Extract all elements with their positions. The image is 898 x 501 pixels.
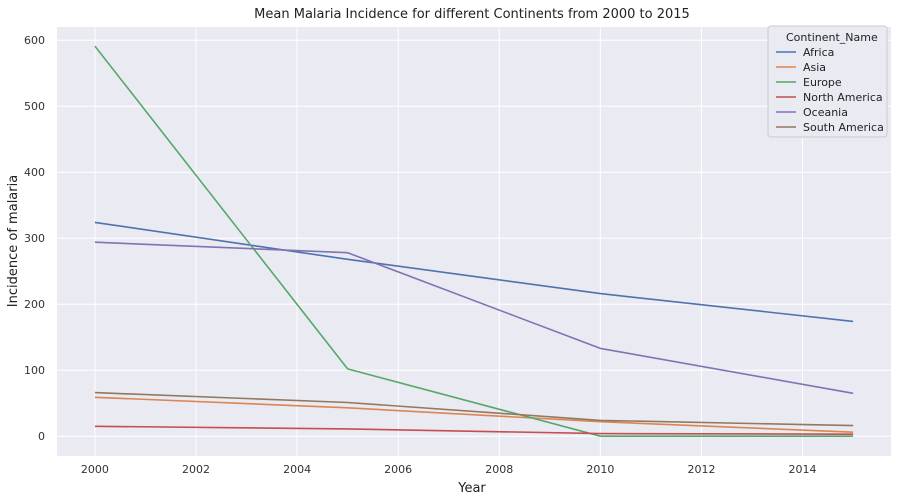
legend-entry: Europe [803,76,842,89]
y-tick-label: 400 [24,166,45,179]
tick-labels: 2000 2002 2004 2006 2008 2010 2012 2014 0 100 200 3… [24,34,817,476]
series-line-south-america [94,391,854,427]
x-tick-label: 2008 [485,463,513,476]
x-tick-label: 2002 [182,463,210,476]
y-axis-label: Incidence of malaria [6,175,21,307]
legend-entry: Africa [803,46,834,59]
series-lines [94,45,854,438]
legend-entry: North America [803,91,883,104]
legend-entry: Oceania [803,106,848,119]
y-tick-label: 200 [24,298,45,311]
legend: Continent_Name Africa Asia Europe North Ame… [767,25,888,138]
x-axis-label: Year [457,481,486,496]
series-line-north-america [94,425,854,436]
plot-area [57,27,891,456]
series-line-asia [94,396,854,433]
y-tick-label: 600 [24,34,45,47]
series-line-europe [94,45,854,438]
series-line-oceania [94,241,854,395]
x-tick-label: 2006 [384,463,412,476]
legend-entry: Asia [803,61,826,74]
grid-lines [57,27,891,456]
y-tick-label: 300 [24,232,45,245]
y-tick-label: 0 [38,430,45,443]
x-tick-label: 2000 [81,463,109,476]
chart-title: Mean Malaria Incidence for different Con… [254,7,690,22]
y-tick-label: 500 [24,100,45,113]
series-line-africa [94,221,854,323]
legend-title: Continent_Name [786,31,878,44]
y-tick-label: 100 [24,364,45,377]
x-tick-label: 2004 [283,463,311,476]
x-tick-label: 2012 [687,463,715,476]
x-tick-label: 2010 [586,463,614,476]
x-tick-label: 2014 [789,463,817,476]
legend-box [767,25,888,138]
legend-entry: South America [803,121,884,134]
